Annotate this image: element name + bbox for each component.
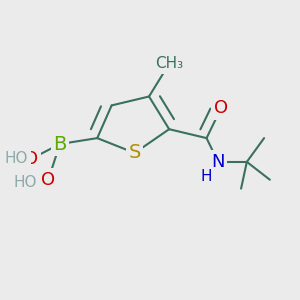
Text: O: O	[41, 171, 56, 189]
Text: S: S	[128, 143, 141, 163]
Text: CH₃: CH₃	[155, 56, 183, 71]
Text: O: O	[24, 150, 38, 168]
Text: H: H	[201, 169, 212, 184]
Text: O: O	[214, 99, 228, 117]
Text: B: B	[53, 135, 67, 154]
Text: HO: HO	[5, 152, 28, 166]
Text: HO: HO	[13, 175, 37, 190]
Text: N: N	[211, 153, 225, 171]
